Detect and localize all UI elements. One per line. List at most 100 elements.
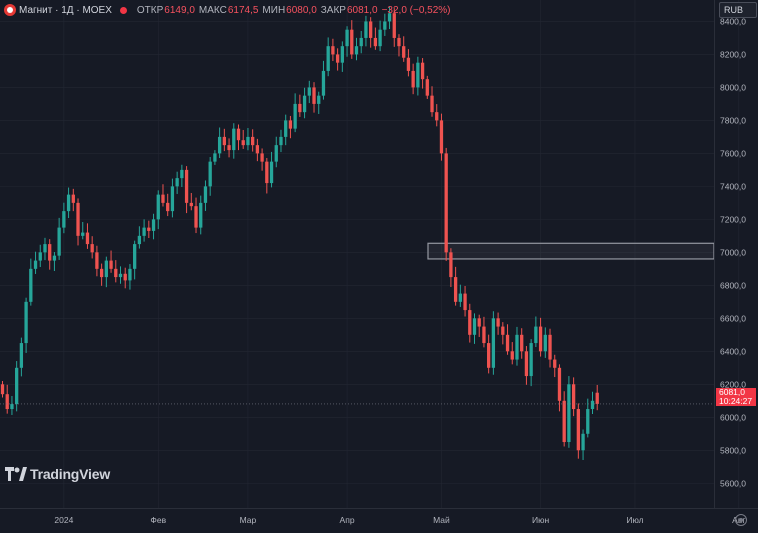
candle-body [269,161,274,184]
candle-body [425,79,429,96]
candle [406,49,411,77]
tradingview-logo[interactable]: TradingView [5,466,110,482]
candle-body [156,194,160,220]
x-tick-label: Апр [340,515,355,525]
candle [114,260,118,283]
settings-gear-icon[interactable] [735,514,747,526]
candle-body [76,202,80,236]
candle-body [274,145,278,162]
candle-body [99,268,104,278]
candle [449,248,453,287]
candle-body [161,194,165,203]
candle [501,322,505,345]
y-tick-label: 7200,0 [720,214,746,224]
highlight-zone [427,242,715,260]
x-tick-label: Июл [626,515,643,525]
candle [156,190,160,230]
candle-body [515,334,519,360]
candle [458,284,462,307]
candle-body [317,95,321,104]
symbol-title[interactable]: Магнит · 1Д · MOEX [19,4,112,16]
candle-body [85,232,90,245]
candle-body [184,169,189,203]
candle [576,403,580,459]
candle [170,178,175,218]
candle [19,337,24,377]
candle-body [81,232,85,236]
candle [0,381,5,398]
candle-body [453,277,458,302]
candle [217,127,222,159]
candle-body [260,153,264,162]
candle [534,316,538,348]
candle [71,188,75,212]
candle [595,384,599,411]
candle [133,240,137,280]
candle [538,317,543,357]
candle [81,222,85,240]
candle-body [208,161,212,187]
candle-body [326,46,330,71]
candle-body [402,46,406,58]
candle [199,195,203,235]
candle-body [227,145,231,151]
y-tick-label: 8000,0 [720,82,746,92]
candle [15,361,19,412]
candles [0,6,599,461]
y-tick-label: 5600,0 [720,478,746,488]
candle [520,328,524,359]
y-tick-label: 6200,0 [720,379,746,389]
candle-body [10,404,14,410]
candle-body [57,227,61,256]
price-axis[interactable]: 5600,0 5800,0 6000,0 6200,0 6400,0 6600,0 6800… [720,16,746,488]
y-tick-label: 6400,0 [720,346,746,356]
last-price-label: 6081,0 [716,388,756,397]
candle [137,226,142,249]
candle [288,115,293,139]
candle [208,157,212,196]
candle-body [590,400,595,410]
candle-body [95,252,99,269]
candle [213,150,217,165]
candle-body [373,37,378,47]
candle-body [364,21,368,38]
candle [397,34,401,57]
candle-body [241,140,245,146]
candle [402,36,406,62]
candle-body [345,29,349,47]
candle-body [397,37,401,47]
candle-body [217,136,222,154]
candle [590,391,595,414]
candle-body [0,384,5,395]
candle [326,37,330,77]
candle [444,147,448,261]
candle-body [194,206,198,228]
candle [383,13,387,36]
candle-body [48,244,52,261]
candle-body [38,252,42,261]
candle-body [567,384,571,443]
candle [439,113,444,161]
legend-header: Магнит · 1Д · MOEX ОТКР 6149,0 МАКС 6174… [0,0,455,20]
candle [543,327,547,358]
candle-body [5,394,9,410]
candle [128,264,132,290]
candle-body [472,318,477,335]
candle-body [199,202,203,228]
candle [510,342,514,365]
candle-body [232,128,236,151]
time-axis[interactable]: 2024 Фев Мар Апр Май Июн Июл Авг [54,515,745,525]
candle-body [189,202,193,207]
candle-body [151,219,156,231]
candle [99,263,104,286]
y-tick-label: 6000,0 [720,412,746,422]
currency-selector[interactable]: RUB [719,2,757,18]
y-tick-label: 8400,0 [720,16,746,26]
candle [52,252,57,271]
candle-body [104,260,108,278]
candle [48,239,52,270]
candle-body [71,194,75,203]
y-tick-label: 6600,0 [720,313,746,323]
candle [203,180,208,211]
